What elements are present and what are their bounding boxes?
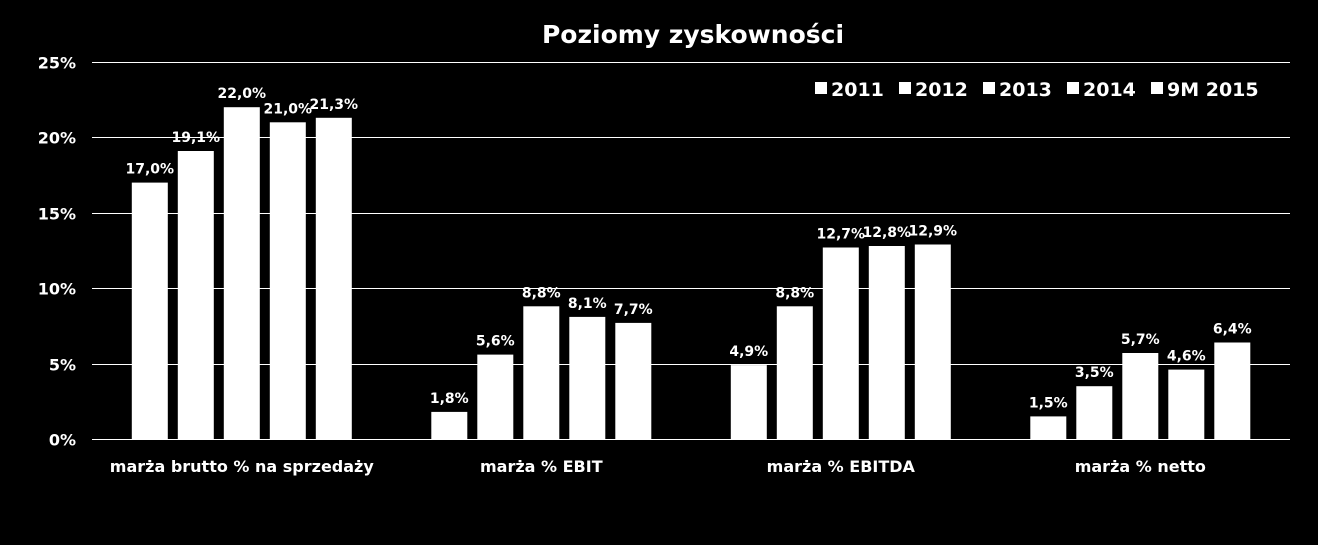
legend: 2011 2012 2013 2014 9M 2015 [815,79,1259,101]
y-tick-label: 5% [49,356,76,375]
y-tick-label: 10% [38,280,76,299]
bar [1030,416,1067,439]
y-axis: 0% 5% 10% 15% 20% 25% [38,54,76,450]
bar [1214,342,1251,439]
data-label: 22,0% [218,86,267,102]
data-label: 4,9% [729,344,768,360]
bar [315,117,352,440]
data-label: 19,1% [172,130,221,146]
data-label: 17,0% [126,162,175,178]
data-label: 8,1% [568,296,607,312]
bar [730,365,767,439]
legend-swatch [1151,82,1163,94]
category-label: marża % EBITDA [767,457,916,476]
data-label: 21,0% [264,101,313,117]
data-label: 7,7% [614,302,653,318]
y-tick-label: 0% [49,431,76,450]
legend-swatch [1067,82,1079,94]
legend-label: 2013 [999,79,1052,101]
bar [131,182,168,439]
bar [177,151,214,439]
bar [269,122,306,440]
bar [914,244,951,439]
x-axis: marża brutto % na sprzedaży marża % EBIT m… [110,457,1206,476]
bar [431,411,468,439]
bar [569,316,606,439]
bar [223,107,260,439]
legend-label: 2014 [1083,79,1136,101]
y-tick-label: 25% [38,54,76,73]
data-label: 8,8% [775,285,814,301]
bar [615,322,652,439]
category-label: marża brutto % na sprzedaży [110,457,375,476]
data-label: 5,7% [1121,332,1160,348]
data-labels: 17,0% 19,1% 22,0%21,0%21,3% 1,8% 5,6% 8,8% 8,1… [126,86,1252,411]
legend-label: 9M 2015 [1167,79,1259,101]
data-label: 6,4% [1213,322,1252,338]
y-tick-label: 20% [38,129,76,148]
chart-title: Poziomy zyskowności [542,20,844,49]
bar [1168,369,1205,439]
legend-label: 2011 [831,79,884,101]
legend-label: 2012 [915,79,968,101]
data-label: 21,3% [310,97,359,113]
data-label: 12,8% [863,225,912,241]
data-label: 4,6% [1167,349,1206,365]
data-label: 1,5% [1029,395,1068,411]
bars [131,107,1251,440]
data-label: 3,5% [1075,365,1114,381]
legend-swatch [815,82,827,94]
bar [1122,353,1159,439]
bar [822,247,859,439]
data-label: 12,7% [817,227,866,243]
bar [868,246,905,439]
bar [776,306,813,439]
data-label: 12,9% [909,224,958,240]
data-label: 1,8% [430,391,469,407]
legend-swatch [983,82,995,94]
legend-swatch [899,82,911,94]
data-label: 5,6% [476,334,515,350]
bar [523,306,560,439]
bar [1076,386,1113,439]
category-label: marża % EBIT [480,457,603,476]
data-label: 8,8% [522,285,561,301]
bar [477,354,514,439]
category-label: marża % netto [1075,457,1206,476]
y-tick-label: 15% [38,205,76,224]
